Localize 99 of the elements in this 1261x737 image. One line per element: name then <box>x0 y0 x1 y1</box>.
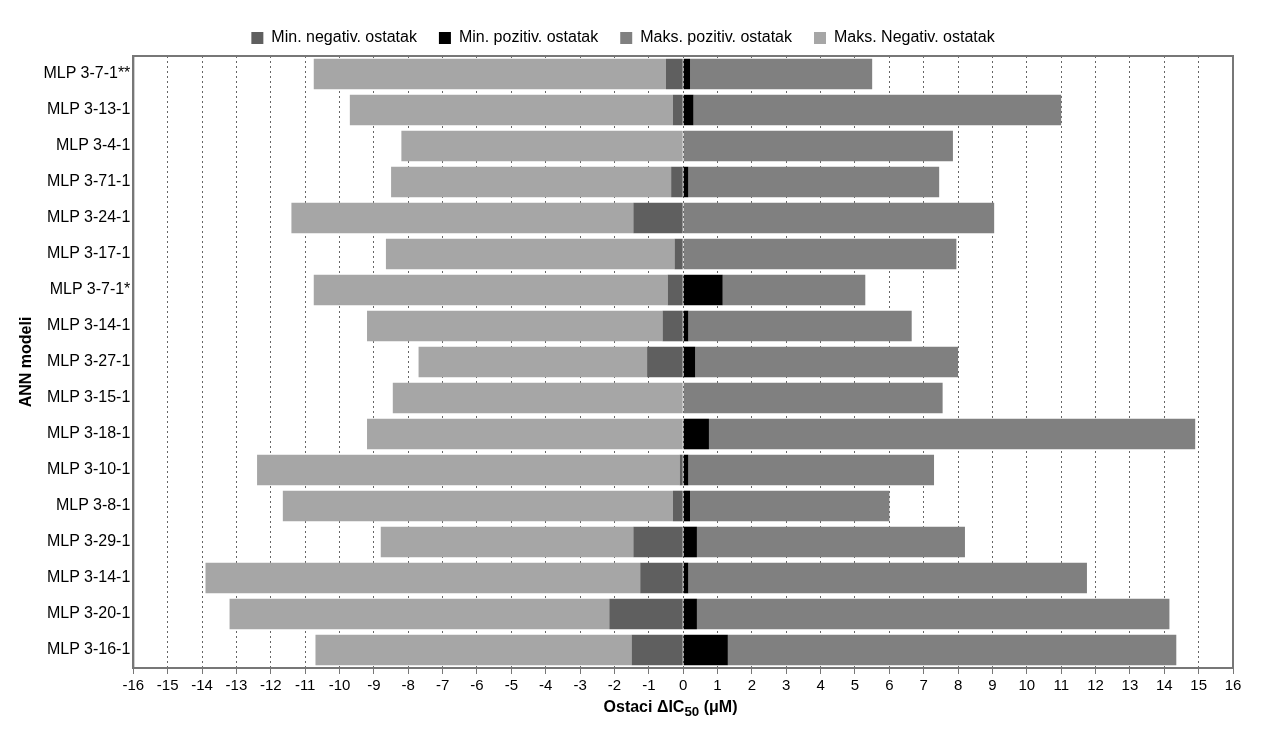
bar <box>349 94 673 126</box>
x-tick-label: 16 <box>1224 676 1242 694</box>
x-tick-label: -6 <box>470 676 484 694</box>
y-tick-label: MLP 3-8-1 <box>55 496 131 514</box>
bar <box>693 94 1062 126</box>
x-tick-label: 3 <box>782 676 791 694</box>
bar <box>205 562 641 594</box>
legend-label: Maks. Negativ. ostatak <box>833 28 996 46</box>
y-axis-title: ANN modeli <box>17 316 35 408</box>
x-tick-label: 13 <box>1121 676 1139 694</box>
x-tick-label: 9 <box>988 676 997 694</box>
x-tick-label: 6 <box>885 676 894 694</box>
bar <box>688 166 940 198</box>
bar <box>683 526 697 558</box>
x-tick-label: -8 <box>401 676 415 694</box>
bar <box>391 166 672 198</box>
bar <box>385 238 675 270</box>
bar <box>282 490 673 522</box>
bar <box>313 58 666 90</box>
y-tick-label: MLP 3-16-1 <box>47 640 131 658</box>
y-tick-label: MLP 3-20-1 <box>47 604 131 622</box>
bar <box>690 490 890 522</box>
bar <box>683 634 728 666</box>
bar <box>392 382 683 414</box>
y-tick-label: MLP 3-18-1 <box>47 424 131 442</box>
bar <box>401 130 683 162</box>
bar <box>695 346 959 378</box>
bar <box>291 202 634 234</box>
bar <box>367 418 683 450</box>
bar <box>683 274 723 306</box>
bar <box>683 346 696 378</box>
y-tick-label: MLP 3-71-1 <box>47 172 131 190</box>
x-tick-label: 4 <box>816 676 825 694</box>
y-tick-label: MLP 3-7-1** <box>43 64 131 82</box>
bar <box>722 274 866 306</box>
bar <box>683 94 694 126</box>
legend-label: Maks. pozitiv. ostatak <box>640 28 793 46</box>
x-tick-label: 10 <box>1018 676 1036 694</box>
bar <box>688 562 1087 594</box>
x-tick-label: 8 <box>953 676 963 694</box>
bar <box>683 130 953 162</box>
bar <box>683 58 691 90</box>
legend-label: Min. pozitiv. ostatak <box>458 28 600 46</box>
y-tick-label: MLP 3-29-1 <box>47 532 131 550</box>
bar <box>418 346 648 378</box>
bar <box>367 310 663 342</box>
x-tick-label: 7 <box>919 676 928 694</box>
x-tick-label: -12 <box>259 676 282 694</box>
x-tick-label: -15 <box>156 676 179 694</box>
bar <box>257 454 680 486</box>
y-tick-label: MLP 3-13-1 <box>47 100 131 118</box>
x-tick-label: 14 <box>1155 676 1173 694</box>
x-tick-label: 11 <box>1053 676 1069 694</box>
bar <box>229 598 610 630</box>
bar <box>696 598 1170 630</box>
x-tick-label: -4 <box>539 676 553 694</box>
bar <box>683 418 709 450</box>
bar <box>313 274 668 306</box>
bar <box>683 598 697 630</box>
bar <box>683 490 691 522</box>
x-tick-label: -16 <box>122 676 145 694</box>
x-tick-label: -9 <box>367 676 381 694</box>
bar <box>683 202 995 234</box>
y-tick-label: MLP 3-24-1 <box>47 208 131 226</box>
x-tick-label: 15 <box>1190 676 1207 694</box>
bar <box>688 454 935 486</box>
x-tick-label: -3 <box>573 676 587 694</box>
x-tick-label: 1 <box>713 676 722 694</box>
x-tick-label: -11 <box>294 676 316 694</box>
bar <box>708 418 1196 450</box>
x-tick-label: -2 <box>607 676 622 694</box>
x-tick-label: 12 <box>1087 676 1104 694</box>
x-tick-label: -1 <box>642 676 656 694</box>
x-tick-label: 5 <box>850 676 860 694</box>
bar <box>688 310 912 342</box>
y-tick-label: MLP 3-7-1* <box>49 280 131 298</box>
x-tick-label: -14 <box>191 676 213 694</box>
x-tick-label: -5 <box>504 676 519 694</box>
y-tick-label: MLP 3-14-1 <box>47 316 131 334</box>
x-tick-label: -10 <box>328 676 351 694</box>
y-tick-label: MLP 3-27-1 <box>47 352 131 370</box>
x-tick-label: 0 <box>679 676 688 694</box>
x-tick-label: -7 <box>435 676 450 694</box>
y-tick-label: MLP 3-15-1 <box>47 388 131 406</box>
bar <box>696 526 965 558</box>
bar <box>727 634 1177 666</box>
x-tick-label: 2 <box>747 676 757 694</box>
bar <box>690 58 873 90</box>
x-axis-title: Ostaci ΔIC$_{50}$ (μM) <box>602 698 739 720</box>
bar <box>380 526 634 558</box>
y-tick-label: MLP 3-17-1 <box>47 244 131 262</box>
x-tick-label: -13 <box>225 676 248 694</box>
bar <box>683 238 957 270</box>
y-tick-label: MLP 3-10-1 <box>47 460 131 478</box>
bar <box>683 382 943 414</box>
y-tick-label: MLP 3-4-1 <box>55 136 131 154</box>
legend-label: Min. negativ. ostatak <box>271 28 418 46</box>
bar <box>315 634 632 666</box>
y-tick-label: MLP 3-14-1 <box>47 568 131 586</box>
